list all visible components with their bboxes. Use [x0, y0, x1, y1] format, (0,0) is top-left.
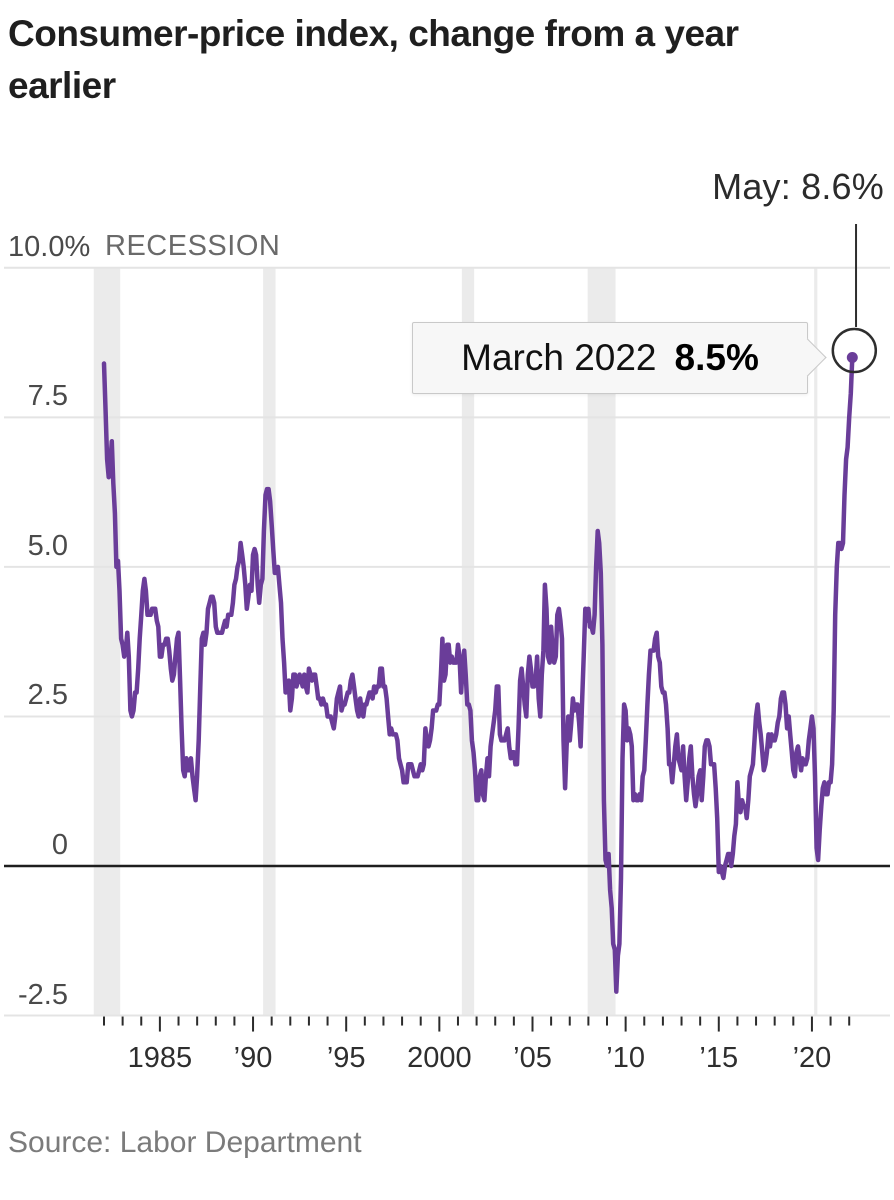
y-axis-label: 10.0% [8, 230, 91, 263]
recession-band [814, 267, 818, 1016]
x-axis-label: ’10 [606, 1042, 645, 1074]
y-axis-label: 5.0 [27, 529, 68, 562]
chart-title: Consumer-price index, change from a year… [8, 8, 868, 112]
recession-band [461, 267, 475, 1016]
recession-legend-label: RECESSION [105, 229, 281, 262]
y-axis-label: -2.5 [18, 978, 68, 1011]
x-axis-label: ’20 [792, 1042, 832, 1074]
march-2022-callout: March 2022 8.5% [412, 322, 827, 394]
source-credit: Source: Labor Department [8, 1126, 362, 1159]
endpoint-dot [846, 352, 858, 364]
x-axis-label: ’15 [699, 1042, 739, 1074]
x-axis-label: ’05 [513, 1042, 552, 1074]
chart-title-line1: Consumer-price index, change from a year [8, 13, 739, 54]
may-value-annotation: May: 8.6% [712, 166, 884, 207]
endpoint-ring [831, 327, 878, 374]
callout-value: 8.5% [674, 337, 759, 378]
x-axis-label: ’95 [326, 1042, 366, 1074]
callout-label: March 2022 [461, 337, 657, 378]
y-axis-label: 7.5 [27, 380, 68, 413]
cpi-line [101, 355, 855, 994]
y-axis-label: 0 [51, 829, 68, 861]
recession-band [93, 267, 121, 1016]
y-axis-label: 2.5 [27, 679, 68, 712]
x-axis-label: 1985 [127, 1042, 193, 1074]
recession-band [263, 267, 276, 1016]
x-axis-label: 2000 [407, 1042, 472, 1074]
x-axis-label: ’90 [233, 1042, 273, 1074]
chart-title-line2: earlier [8, 65, 116, 106]
